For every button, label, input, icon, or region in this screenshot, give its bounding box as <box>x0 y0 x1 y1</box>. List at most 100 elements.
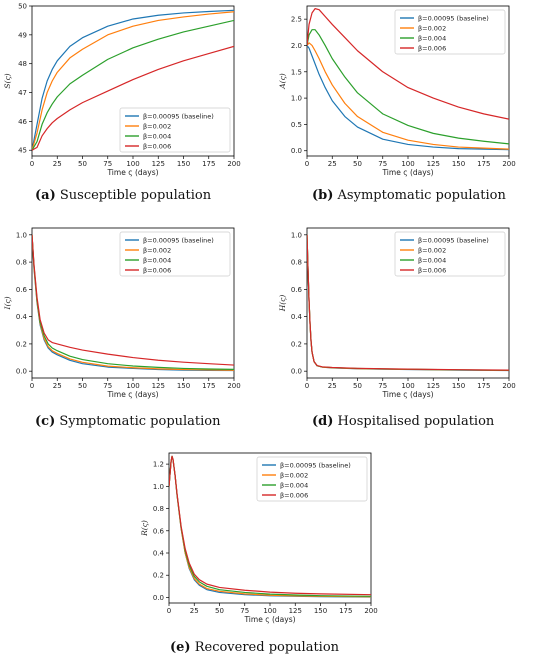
x-tick-label: 150 <box>177 382 190 390</box>
legend-entry: β=0.006 <box>418 266 446 274</box>
y-axis-label: R(ς) <box>140 520 149 537</box>
legend-entry: β=0.00095 (baseline) <box>280 461 351 469</box>
y-tick-label: 0.0 <box>291 368 302 376</box>
x-axis-label: Time ς (days) <box>381 168 433 177</box>
chart-panel-d: 0 25 50 75 100 125 150 175 200 0.0 0.2 0.4 0.6 0.8 1.0… <box>275 222 550 402</box>
series-line-3 <box>32 19 234 151</box>
x-tick-label: 0 <box>305 160 309 168</box>
series-line-3 <box>307 29 509 145</box>
caption-e: (e) Recovered population <box>170 640 339 655</box>
y-tick-label: 2.5 <box>291 16 302 24</box>
series-line-4 <box>307 234 509 371</box>
legend-entry: β=0.002 <box>418 246 446 254</box>
chart-e-svg: 0 25 50 75 100 125 150 175 200 0.0 0.2 0.4 0.6 0.8 1.0… <box>140 452 378 624</box>
chart-a-svg: 0 25 50 75 100 125 150 175 200 45 46 47 48 49 50 Time ς… <box>3 3 241 178</box>
x-tick-label: 125 <box>427 160 440 168</box>
legend-box <box>256 456 368 502</box>
x-tick-label: 125 <box>427 382 440 390</box>
y-tick-label: 0.2 <box>16 340 27 348</box>
series-line-2 <box>32 11 234 151</box>
series-line-2 <box>307 42 509 150</box>
y-axis-label: A(ς) <box>278 73 287 90</box>
caption-c-text: Symptomatic population <box>55 414 221 429</box>
legend-entry: β=0.002 <box>143 122 171 130</box>
chart-d-svg: 0 25 50 75 100 125 150 175 200 0.0 0.2 0.4 0.6 0.8 1.0… <box>278 227 516 399</box>
y-tick-label: 46 <box>18 118 27 126</box>
legend-entry: β=0.004 <box>143 132 171 140</box>
legend: β=0.00095 (baseline) β=0.002 β=0.004 β=0.00… <box>394 9 506 55</box>
y-tick-label: 49 <box>18 31 27 39</box>
x-tick-label: 150 <box>452 382 465 390</box>
legend-box <box>119 107 231 153</box>
y-tick-label: 45 <box>18 147 27 155</box>
chart-panel-e: 0 25 50 75 100 125 150 175 200 0.0 0.2 0.4 0.6 0.8 1.0… <box>137 447 412 627</box>
x-tick-label: 75 <box>378 160 387 168</box>
x-tick-label: 25 <box>53 382 62 390</box>
y-tick-label: 0.6 <box>153 527 165 535</box>
y-tick-label: 0.0 <box>16 368 27 376</box>
legend-entry: β=0.002 <box>143 246 171 254</box>
legend-entry: β=0.006 <box>280 491 308 499</box>
x-tick-label: 75 <box>103 382 112 390</box>
x-tick-label: 50 <box>353 160 362 168</box>
y-tick-label: 0.8 <box>16 259 27 267</box>
caption-a: (a) Susceptible population <box>35 188 211 203</box>
x-tick-label: 50 <box>353 382 362 390</box>
x-tick-label: 0 <box>30 382 34 390</box>
x-tick-label: 0 <box>167 607 171 615</box>
legend-entry: β=0.004 <box>280 481 308 489</box>
chart-panel-c: 0 25 50 75 100 125 150 175 200 0.0 0.2 0.4 0.6 0.8 1.0… <box>0 222 275 402</box>
legend: β=0.00095 (baseline) β=0.002 β=0.004 β=0.00… <box>119 231 231 277</box>
y-tick-label: 0.5 <box>291 121 302 129</box>
legend-entry: β=0.004 <box>143 256 171 264</box>
caption-b: (b) Asymptomatic population <box>312 188 506 203</box>
x-tick-label: 125 <box>152 382 165 390</box>
x-tick-label: 125 <box>152 160 165 168</box>
x-tick-label: 50 <box>215 607 224 615</box>
y-tick-label: 50 <box>18 3 27 11</box>
x-tick-label: 150 <box>452 160 465 168</box>
x-tick-label: 150 <box>177 160 190 168</box>
y-tick-label: 0.2 <box>153 572 164 580</box>
x-tick-label: 50 <box>78 160 87 168</box>
x-tick-label: 100 <box>263 607 276 615</box>
legend-entry: β=0.004 <box>418 256 446 264</box>
legend-entry: β=0.00095 (baseline) <box>143 112 214 120</box>
x-tick-label: 175 <box>477 382 490 390</box>
x-tick-label: 200 <box>502 160 515 168</box>
x-tick-label: 25 <box>328 160 337 168</box>
legend-entry: β=0.006 <box>143 266 171 274</box>
y-tick-label: 0.4 <box>291 313 303 321</box>
x-tick-label: 75 <box>378 382 387 390</box>
x-tick-label: 175 <box>477 160 490 168</box>
chart-b-svg: 0 25 50 75 100 125 150 175 200 0.0 0.5 1.0 1.5 2.0 2.5… <box>278 5 516 177</box>
legend: β=0.00095 (baseline) β=0.002 β=0.004 β=0.00… <box>394 231 506 277</box>
x-axis-label: Time ς (days) <box>243 615 295 624</box>
x-tick-label: 200 <box>227 382 240 390</box>
caption-a-tag: (a) <box>35 188 56 203</box>
series-line-4 <box>32 234 234 366</box>
x-tick-label: 25 <box>53 160 62 168</box>
caption-c: (c) Symptomatic population <box>35 414 221 429</box>
x-tick-label: 200 <box>364 607 377 615</box>
y-tick-label: 48 <box>18 60 27 68</box>
x-tick-label: 100 <box>401 160 414 168</box>
x-tick-label: 125 <box>289 607 302 615</box>
x-tick-label: 200 <box>227 160 240 168</box>
legend: β=0.00095 (baseline) β=0.002 β=0.004 β=0.00… <box>256 456 368 502</box>
y-tick-label: 0.6 <box>16 286 28 294</box>
x-tick-label: 100 <box>126 382 139 390</box>
y-tick-label: 0.8 <box>153 505 164 513</box>
series-line-1 <box>307 45 509 151</box>
legend-entry: β=0.00095 (baseline) <box>418 14 489 22</box>
legend-entry: β=0.006 <box>418 44 446 52</box>
series-line-4 <box>32 45 234 151</box>
y-tick-label: 0.0 <box>291 147 302 155</box>
legend-entry: β=0.004 <box>418 34 446 42</box>
caption-d-tag: (d) <box>312 414 334 429</box>
x-tick-label: 25 <box>328 382 337 390</box>
caption-d: (d) Hospitalised population <box>312 414 494 429</box>
legend-entry: β=0.006 <box>143 142 171 150</box>
y-tick-label: 0.0 <box>153 594 164 602</box>
x-tick-label: 150 <box>314 607 327 615</box>
